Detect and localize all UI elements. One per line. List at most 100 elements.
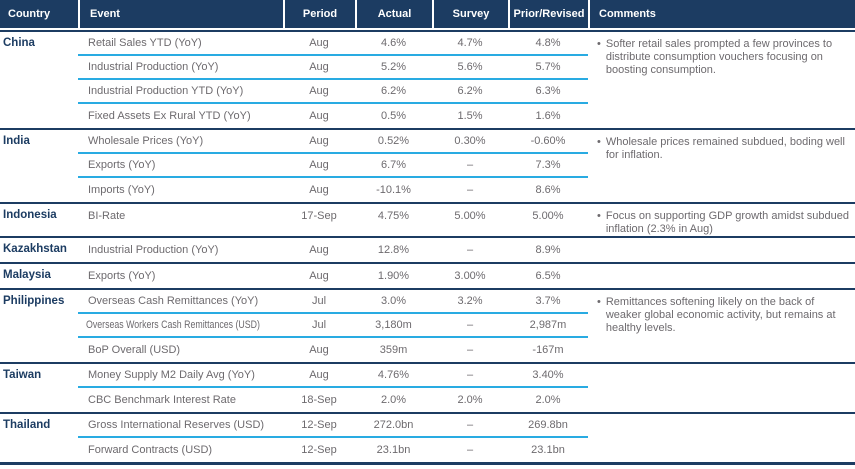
country-group: Taiwan Money Supply M2 Daily Avg (YoY) A… <box>0 362 855 412</box>
period-cell: 18-Sep <box>301 394 337 406</box>
event-cell: Industrial Production YTD (YoY) <box>88 85 244 97</box>
group-rows: Retail Sales YTD (YoY) Aug 4.6% 4.7% 4.8… <box>78 32 588 128</box>
survey-cell: 5.6% <box>457 61 483 73</box>
event-cell: Exports (YoY) <box>88 159 156 171</box>
comment-bullet-icon: • <box>597 38 601 50</box>
prior-cell: 8.6% <box>535 184 561 196</box>
prior-cell: 6.5% <box>535 270 561 282</box>
header-period: Period <box>283 0 355 28</box>
survey-cell: 4.7% <box>457 37 483 49</box>
country-group: Philippines Overseas Cash Remittances (Y… <box>0 288 855 362</box>
table-row: CBC Benchmark Interest Rate 18-Sep 2.0% … <box>78 388 588 412</box>
period-cell: Aug <box>309 159 329 171</box>
group-rows: Exports (YoY) Aug 1.90% 3.00% 6.5% <box>78 264 588 288</box>
prior-cell: 3.40% <box>532 369 564 381</box>
prior-cell: -167m <box>532 344 564 356</box>
table-row: Forward Contracts (USD) 12-Sep 23.1bn – … <box>78 438 588 462</box>
actual-cell: 4.76% <box>377 369 410 381</box>
survey-cell: – <box>466 419 474 431</box>
event-cell: Money Supply M2 Daily Avg (YoY) <box>88 369 255 381</box>
actual-cell: 6.2% <box>380 85 407 97</box>
comment-text <box>602 270 849 288</box>
actual-cell: -10.1% <box>376 184 411 196</box>
table-header-row: Country Event Period Actual Survey Prior… <box>0 0 855 28</box>
actual-cell: 6.7% <box>380 159 407 171</box>
event-cell: Gross International Reserves (USD) <box>88 419 265 431</box>
prior-cell: 269.8bn <box>528 419 568 431</box>
table-row: Exports (YoY) Aug 6.7% – 7.3% <box>78 154 588 178</box>
actual-cell: 12.8% <box>377 244 410 256</box>
period-cell: 12-Sep <box>301 444 337 456</box>
country-group: Malaysia Exports (YoY) Aug 1.90% 3.00% 6… <box>0 262 855 288</box>
table-row: Industrial Production YTD (YoY) Aug 6.2%… <box>78 80 588 104</box>
header-prior-revised: Prior/Revised <box>508 0 588 28</box>
survey-cell: – <box>466 184 474 196</box>
event-cell: Industrial Production (YoY) <box>88 244 219 256</box>
actual-cell: 359m <box>379 344 408 356</box>
event-cell: BoP Overall (USD) <box>88 344 181 356</box>
header-survey: Survey <box>432 0 508 28</box>
table-row: Industrial Production (YoY) Aug 5.2% 5.6… <box>78 56 588 80</box>
event-cell: BI-Rate <box>88 210 126 222</box>
comment-text <box>602 420 849 462</box>
comment-cell <box>588 264 855 288</box>
comment-cell: • Focus on supporting GDP growth amidst … <box>588 204 855 236</box>
table-row: Overseas Cash Remittances (YoY) Jul 3.0%… <box>78 290 588 314</box>
event-cell: Imports (YoY) <box>88 184 155 196</box>
country-group: Kazakhstan Industrial Production (YoY) A… <box>0 236 855 262</box>
event-cell: Overseas Workers Cash Remittances (USD) <box>86 319 260 331</box>
group-rows: Overseas Cash Remittances (YoY) Jul 3.0%… <box>78 290 588 362</box>
event-cell: Exports (YoY) <box>88 270 156 282</box>
header-comments: Comments <box>588 0 855 28</box>
comment-cell <box>588 364 855 412</box>
event-cell: CBC Benchmark Interest Rate <box>88 394 236 406</box>
survey-cell: 3.00% <box>454 270 486 282</box>
period-cell: Aug <box>309 37 329 49</box>
survey-cell: – <box>466 344 474 356</box>
comment-cell: • Wholesale prices remained subdued, bod… <box>588 130 855 202</box>
period-cell: 12-Sep <box>301 419 337 431</box>
table-row: Money Supply M2 Daily Avg (YoY) Aug 4.76… <box>78 364 588 388</box>
table-row: Retail Sales YTD (YoY) Aug 4.6% 4.7% 4.8… <box>78 32 588 56</box>
country-label: Indonesia <box>3 209 57 221</box>
prior-cell: 2.0% <box>535 394 561 406</box>
comment-bullet-icon: • <box>597 136 601 148</box>
event-cell: Retail Sales YTD (YoY) <box>88 37 202 49</box>
period-cell: Jul <box>311 319 327 331</box>
period-cell: 17-Sep <box>301 210 337 222</box>
prior-cell: -0.60% <box>530 135 566 147</box>
group-rows: Wholesale Prices (YoY) Aug 0.52% 0.30% -… <box>78 130 588 202</box>
period-cell: Aug <box>309 184 329 196</box>
actual-cell: 5.2% <box>380 61 407 73</box>
prior-cell: 5.7% <box>535 61 561 73</box>
actual-cell: 4.75% <box>377 210 410 222</box>
table-row: Imports (YoY) Aug -10.1% – 8.6% <box>78 178 588 202</box>
comment-bullet-icon: • <box>597 210 601 222</box>
country-group: Thailand Gross International Reserves (U… <box>0 412 855 462</box>
comment-text: Focus on supporting GDP growth amidst su… <box>605 210 850 235</box>
period-cell: Aug <box>309 85 329 97</box>
prior-cell: 5.00% <box>532 210 564 222</box>
group-rows: Money Supply M2 Daily Avg (YoY) Aug 4.76… <box>78 364 588 412</box>
table-row: BI-Rate 17-Sep 4.75% 5.00% 5.00% <box>78 204 588 228</box>
event-cell: Overseas Cash Remittances (YoY) <box>88 295 259 307</box>
survey-cell: – <box>466 319 474 331</box>
comment-text <box>602 244 849 262</box>
actual-cell: 23.1bn <box>376 444 411 456</box>
prior-cell: 4.8% <box>535 37 561 49</box>
group-rows: BI-Rate 17-Sep 4.75% 5.00% 5.00% <box>78 204 588 236</box>
comment-cell: • Softer retail sales prompted a few pro… <box>588 32 855 128</box>
prior-cell: 23.1bn <box>531 444 565 456</box>
header-country: Country <box>8 8 51 20</box>
survey-cell: – <box>466 369 474 381</box>
table-row: Wholesale Prices (YoY) Aug 0.52% 0.30% -… <box>78 130 588 154</box>
country-group: India Wholesale Prices (YoY) Aug 0.52% 0… <box>0 128 855 202</box>
prior-cell: 2,987m <box>529 319 567 331</box>
comment-cell <box>588 238 855 262</box>
period-cell: Aug <box>309 61 329 73</box>
table-row: BoP Overall (USD) Aug 359m – -167m <box>78 338 588 362</box>
prior-cell: 8.9% <box>535 244 561 256</box>
period-cell: Aug <box>309 344 329 356</box>
comment-text: Softer retail sales prompted a few provi… <box>605 38 833 76</box>
header-event: Event <box>78 0 283 28</box>
